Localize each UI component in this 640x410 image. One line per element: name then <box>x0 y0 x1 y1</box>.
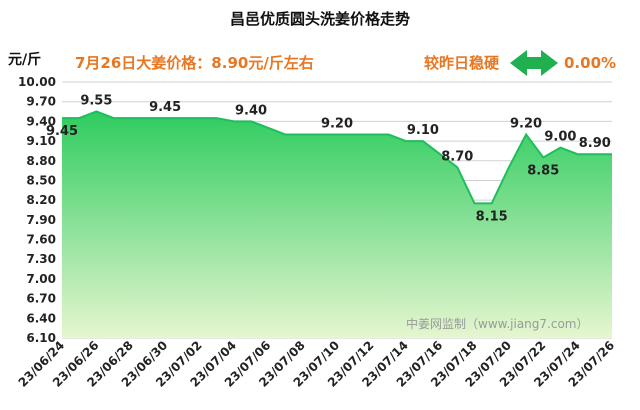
y-axis-ticks: 10.00 9.70 9.40 9.10 8.80 8.50 8.20 7.90 7.60 7.3… <box>18 75 56 345</box>
y-tick-label: 9.10 <box>26 134 56 148</box>
price-area <box>62 111 612 338</box>
y-tick-label: 9.70 <box>26 95 56 109</box>
watermark-text: 中姜网监制（www.jiang7.com） <box>406 316 588 331</box>
y-tick-label: 8.20 <box>26 193 56 207</box>
data-label: 9.45 <box>149 100 181 115</box>
data-label: 9.10 <box>407 123 439 138</box>
data-label: 9.45 <box>46 124 78 139</box>
data-label: 9.55 <box>80 94 112 109</box>
y-tick-label: 7.30 <box>26 252 56 266</box>
y-tick-label: 6.70 <box>26 292 56 306</box>
data-label: 8.90 <box>579 136 611 151</box>
data-label: 9.40 <box>235 103 267 118</box>
y-axis-unit-label: 元/斤 <box>8 51 41 68</box>
y-tick-label: 8.50 <box>26 173 56 187</box>
y-tick-label: 7.00 <box>26 272 56 286</box>
data-label: 8.70 <box>441 149 473 164</box>
data-label: 9.20 <box>510 117 542 132</box>
y-tick-label: 6.40 <box>26 311 56 325</box>
price-line <box>62 110 612 205</box>
y-tick-label: 10.00 <box>18 75 56 89</box>
data-label: 8.15 <box>476 209 508 224</box>
y-tick-label: 7.90 <box>26 213 56 227</box>
change-value: 0.00% <box>564 54 616 72</box>
data-label: 9.20 <box>321 117 353 132</box>
data-label: 8.85 <box>527 163 559 178</box>
y-tick-label: 8.80 <box>26 154 56 168</box>
change-label: 较昨日稳硬 <box>424 54 500 72</box>
data-label: 9.00 <box>544 130 576 145</box>
x-axis-ticks: 23/06/2423/06/2623/06/2823/06/3023/07/02… <box>16 338 618 390</box>
headline-price-text: 7月26日大姜价格：8.90元/斤左右 <box>75 54 314 72</box>
y-tick-label: 6.10 <box>26 331 56 345</box>
data-labels: 9.459.55 9.45 9.409.20 9.108.708.159.208.85… <box>46 94 611 225</box>
double-arrow-icon <box>510 50 558 76</box>
y-tick-label: 7.60 <box>26 233 56 247</box>
chart-title: 昌邑优质圆头洗姜价格走势 <box>230 10 410 28</box>
y-tick-label: 9.40 <box>26 114 56 128</box>
